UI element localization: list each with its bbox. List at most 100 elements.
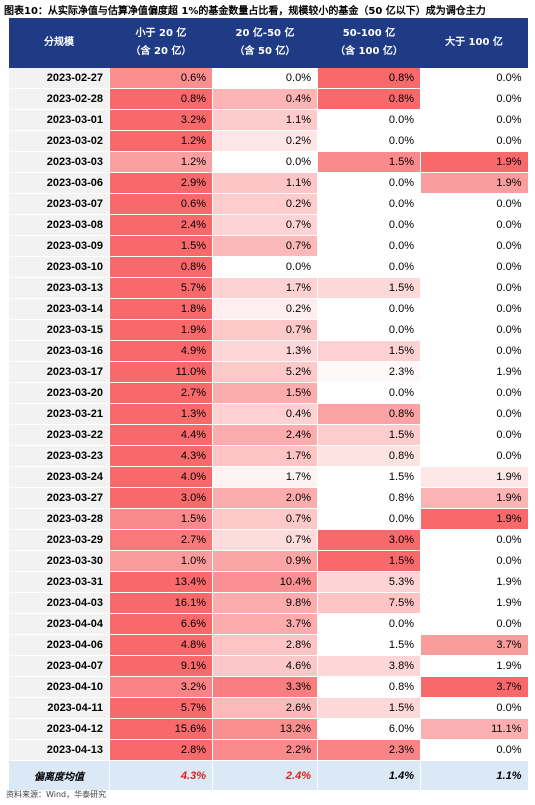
date-cell: 2023-03-14 <box>8 298 110 320</box>
value-cell: 5.2% <box>212 361 318 383</box>
value-cell: 0.8% <box>317 487 421 509</box>
table-row: 2023-03-24 4.0% 1.7% 1.5% 1.9% <box>8 466 528 488</box>
value-cell: 1.3% <box>109 403 213 425</box>
date-cell: 2023-03-20 <box>8 382 110 404</box>
average-value: 2.4% <box>212 760 318 790</box>
date-cell: 2023-03-30 <box>8 550 110 572</box>
value-cell: 1.2% <box>109 151 213 173</box>
value-cell: 11.0% <box>109 361 213 383</box>
value-cell: 2.8% <box>212 634 318 656</box>
value-cell: 3.2% <box>109 676 213 698</box>
date-cell: 2023-02-28 <box>8 88 110 110</box>
date-cell: 2023-03-03 <box>8 151 110 173</box>
value-cell: 0.2% <box>212 298 318 320</box>
value-cell: 16.1% <box>109 592 213 614</box>
value-cell: 1.5% <box>317 277 421 299</box>
value-cell: 1.5% <box>317 697 421 719</box>
value-cell: 2.3% <box>317 739 421 761</box>
date-cell: 2023-03-29 <box>8 529 110 551</box>
value-cell: 1.5% <box>317 340 421 362</box>
date-cell: 2023-04-11 <box>8 697 110 719</box>
value-cell: 4.4% <box>109 424 213 446</box>
value-cell: 1.5% <box>109 508 213 530</box>
date-cell: 2023-03-09 <box>8 235 110 257</box>
value-cell: 6.0% <box>317 718 421 740</box>
table-row: 2023-04-06 4.8% 2.8% 1.5% 3.7% <box>8 634 528 656</box>
value-cell: 0.0% <box>420 550 528 572</box>
table-row: 2023-04-11 5.7% 2.6% 1.5% 0.0% <box>8 697 528 719</box>
average-value: 1.4% <box>317 760 421 790</box>
value-cell: 5.3% <box>317 571 421 593</box>
date-cell: 2023-02-27 <box>8 68 110 89</box>
value-cell: 1.7% <box>212 277 318 299</box>
value-cell: 6.6% <box>109 613 213 635</box>
table-row: 2023-02-28 0.8% 0.4% 0.8% 0.0% <box>8 88 528 110</box>
table-row: 2023-03-09 1.5% 0.7% 0.0% 0.0% <box>8 235 528 257</box>
value-cell: 0.0% <box>212 256 318 278</box>
value-cell: 0.8% <box>109 256 213 278</box>
value-cell: 0.7% <box>212 508 318 530</box>
column-header: 小于 20 亿 （含 20 亿） <box>109 18 213 68</box>
value-cell: 1.9% <box>420 466 528 488</box>
value-cell: 0.0% <box>420 613 528 635</box>
value-cell: 0.8% <box>317 445 421 467</box>
table: 分规模 小于 20 亿 （含 20 亿） 20 亿-50 亿 （含 50 亿） 50-10… <box>8 18 528 790</box>
table-row: 2023-03-10 0.8% 0.0% 0.0% 0.0% <box>8 256 528 278</box>
date-cell: 2023-04-04 <box>8 613 110 635</box>
date-cell: 2023-03-31 <box>8 571 110 593</box>
value-cell: 1.7% <box>212 466 318 488</box>
value-cell: 3.7% <box>420 676 528 698</box>
value-cell: 10.4% <box>212 571 318 593</box>
value-cell: 4.6% <box>212 655 318 677</box>
value-cell: 0.0% <box>317 613 421 635</box>
value-cell: 0.8% <box>317 68 421 89</box>
value-cell: 0.7% <box>212 529 318 551</box>
table-row: 2023-04-13 2.8% 2.2% 2.3% 0.0% <box>8 739 528 761</box>
value-cell: 0.8% <box>109 88 213 110</box>
value-cell: 0.7% <box>212 235 318 257</box>
value-cell: 1.9% <box>109 319 213 341</box>
value-cell: 5.7% <box>109 277 213 299</box>
value-cell: 0.0% <box>420 130 528 152</box>
value-cell: 0.0% <box>317 382 421 404</box>
value-cell: 0.8% <box>317 88 421 110</box>
header-line: 20 亿-50 亿 <box>235 28 295 39</box>
value-cell: 1.5% <box>317 634 421 656</box>
value-cell: 0.0% <box>420 340 528 362</box>
table-body: 2023-02-27 0.6% 0.0% 0.8% 0.0% 2023-02-28 0.8%… <box>8 68 528 790</box>
date-cell: 2023-03-27 <box>8 487 110 509</box>
table-row: 2023-03-21 1.3% 0.4% 0.8% 0.0% <box>8 403 528 425</box>
value-cell: 0.8% <box>317 403 421 425</box>
value-cell: 0.0% <box>317 130 421 152</box>
value-cell: 11.1% <box>420 718 528 740</box>
value-cell: 1.5% <box>317 466 421 488</box>
value-cell: 3.7% <box>420 634 528 656</box>
value-cell: 1.0% <box>109 550 213 572</box>
date-cell: 2023-03-08 <box>8 214 110 236</box>
header-line: （含 100 亿） <box>335 46 403 57</box>
value-cell: 1.5% <box>317 151 421 173</box>
table-row: 2023-03-06 2.9% 1.1% 0.0% 1.9% <box>8 172 528 194</box>
table-row: 2023-04-03 16.1% 9.8% 7.5% 1.9% <box>8 592 528 614</box>
value-cell: 13.2% <box>212 718 318 740</box>
value-cell: 0.0% <box>317 508 421 530</box>
value-cell: 9.1% <box>109 655 213 677</box>
table-row: 2023-03-20 2.7% 1.5% 0.0% 0.0% <box>8 382 528 404</box>
value-cell: 0.0% <box>420 88 528 110</box>
table-row: 2023-03-23 4.3% 1.7% 0.8% 0.0% <box>8 445 528 467</box>
value-cell: 13.4% <box>109 571 213 593</box>
value-cell: 0.9% <box>212 550 318 572</box>
value-cell: 1.1% <box>212 172 318 194</box>
value-cell: 0.0% <box>212 151 318 173</box>
value-cell: 1.3% <box>212 340 318 362</box>
value-cell: 15.6% <box>109 718 213 740</box>
table-row: 2023-03-27 3.0% 2.0% 0.8% 1.9% <box>8 487 528 509</box>
date-cell: 2023-03-16 <box>8 340 110 362</box>
value-cell: 1.5% <box>212 382 318 404</box>
table-row: 2023-03-16 4.9% 1.3% 1.5% 0.0% <box>8 340 528 362</box>
table-row: 2023-03-28 1.5% 0.7% 0.0% 1.9% <box>8 508 528 530</box>
value-cell: 4.0% <box>109 466 213 488</box>
table-row: 2023-03-01 3.2% 1.1% 0.0% 0.0% <box>8 109 528 131</box>
date-cell: 2023-03-17 <box>8 361 110 383</box>
value-cell: 3.2% <box>109 109 213 131</box>
